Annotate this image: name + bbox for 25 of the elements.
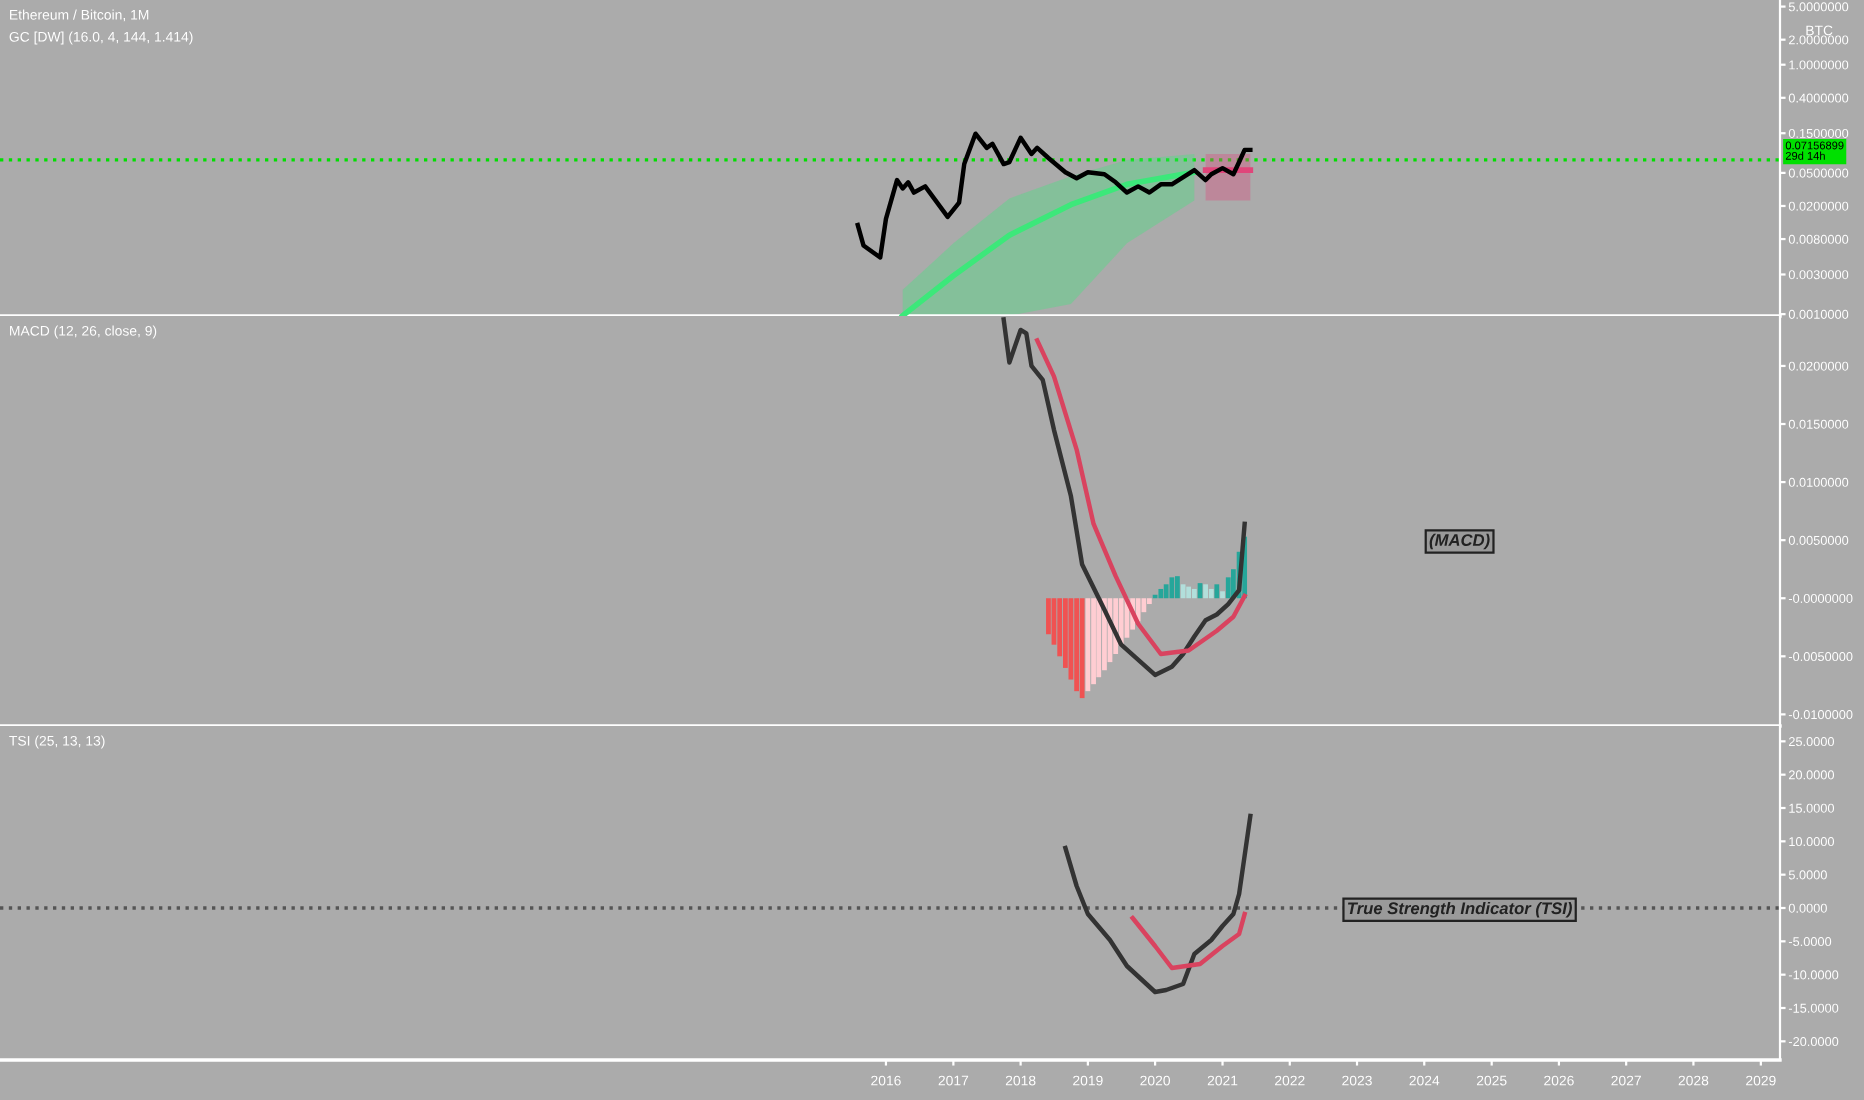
bar xyxy=(1203,584,1208,599)
annotation: (MACD) xyxy=(1429,533,1490,550)
bar xyxy=(1225,577,1231,599)
bar xyxy=(1214,584,1220,599)
line-series xyxy=(1063,813,1253,995)
bar xyxy=(1085,598,1091,692)
bar xyxy=(1208,588,1214,599)
line-series xyxy=(1001,317,1247,678)
annotation: True Strength Indicator (TSI) xyxy=(1347,901,1572,918)
bar xyxy=(1096,598,1102,678)
bar xyxy=(1141,598,1147,613)
bar xyxy=(1191,588,1197,599)
line-series xyxy=(1034,338,1247,657)
bar xyxy=(1175,576,1180,599)
bar xyxy=(1147,598,1152,605)
bar xyxy=(1220,591,1225,599)
bar xyxy=(1169,577,1175,599)
bar xyxy=(1074,598,1080,692)
bar xyxy=(1163,584,1169,599)
line-series xyxy=(855,131,1253,260)
bar xyxy=(1091,598,1096,685)
bar xyxy=(1079,598,1085,699)
line-series xyxy=(1130,911,1247,971)
bar xyxy=(1158,588,1164,599)
bar xyxy=(1186,586,1192,599)
